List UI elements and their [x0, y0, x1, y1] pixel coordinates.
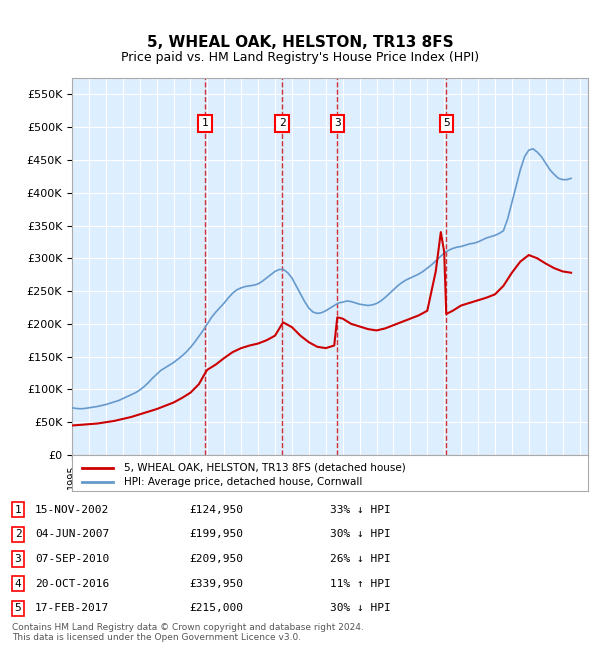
Text: 1: 1 — [14, 504, 22, 515]
Text: 2: 2 — [14, 529, 22, 539]
Text: 30% ↓ HPI: 30% ↓ HPI — [329, 529, 391, 539]
Text: Price paid vs. HM Land Registry's House Price Index (HPI): Price paid vs. HM Land Registry's House … — [121, 51, 479, 64]
Text: 33% ↓ HPI: 33% ↓ HPI — [329, 504, 391, 515]
Text: 5, WHEAL OAK, HELSTON, TR13 8FS: 5, WHEAL OAK, HELSTON, TR13 8FS — [146, 34, 454, 50]
Text: 3: 3 — [14, 554, 22, 564]
Text: £339,950: £339,950 — [189, 578, 243, 589]
Text: 3: 3 — [334, 118, 341, 128]
Text: 4: 4 — [14, 578, 22, 589]
Text: 5, WHEAL OAK, HELSTON, TR13 8FS (detached house): 5, WHEAL OAK, HELSTON, TR13 8FS (detache… — [124, 463, 406, 473]
Text: 20-OCT-2016: 20-OCT-2016 — [35, 578, 109, 589]
Text: £199,950: £199,950 — [189, 529, 243, 539]
Text: 5: 5 — [14, 603, 22, 614]
Text: 5: 5 — [443, 118, 449, 128]
Text: £215,000: £215,000 — [189, 603, 243, 614]
Text: 30% ↓ HPI: 30% ↓ HPI — [329, 603, 391, 614]
Text: 07-SEP-2010: 07-SEP-2010 — [35, 554, 109, 564]
Text: 1: 1 — [202, 118, 209, 128]
Text: Contains HM Land Registry data © Crown copyright and database right 2024.
This d: Contains HM Land Registry data © Crown c… — [12, 623, 364, 642]
Text: 11% ↑ HPI: 11% ↑ HPI — [329, 578, 391, 589]
Text: HPI: Average price, detached house, Cornwall: HPI: Average price, detached house, Corn… — [124, 477, 362, 487]
Text: 04-JUN-2007: 04-JUN-2007 — [35, 529, 109, 539]
Text: 26% ↓ HPI: 26% ↓ HPI — [329, 554, 391, 564]
Text: 17-FEB-2017: 17-FEB-2017 — [35, 603, 109, 614]
Text: 2: 2 — [279, 118, 286, 128]
Text: 15-NOV-2002: 15-NOV-2002 — [35, 504, 109, 515]
Text: £124,950: £124,950 — [189, 504, 243, 515]
Text: £209,950: £209,950 — [189, 554, 243, 564]
